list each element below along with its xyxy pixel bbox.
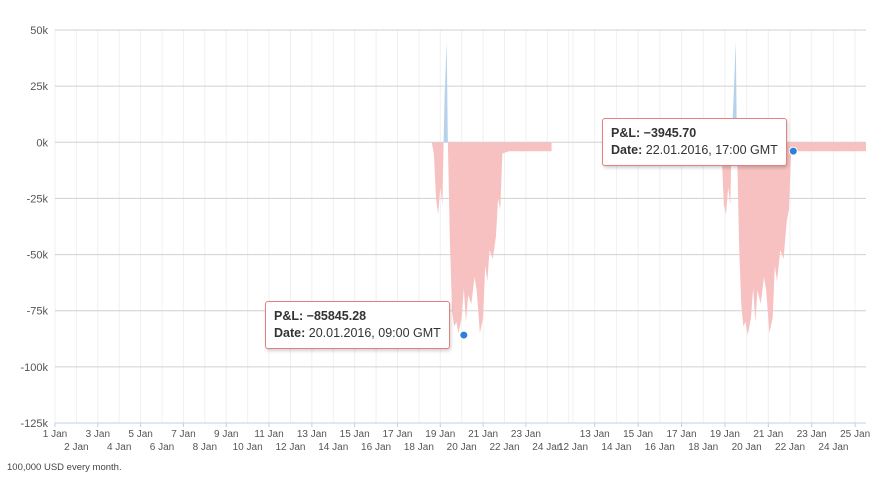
x-tick-label-top-0-2: 5 Jan (128, 429, 152, 440)
x-tick-label-bottom-1-4: 20 Jan (732, 442, 762, 453)
chart-areas (431, 41, 866, 336)
x-tick-label-top-1-6: 25 Jan (840, 429, 870, 440)
chart-footnote: 100,000 USD every month. (7, 462, 122, 473)
y-tick-label-6: -100k (20, 362, 48, 374)
y-tick-label-5: -75k (27, 306, 49, 318)
tooltip-pl-value: −3945.70 (643, 126, 697, 140)
y-tick-label-3: -25k (27, 193, 49, 205)
y-tick-label-2: 0k (36, 137, 48, 149)
x-tick-label-bottom-1-5: 22 Jan (775, 442, 805, 453)
x-tick-label-bottom-1-0: 12 Jan (558, 442, 588, 453)
x-tick-label-top-1-2: 17 Jan (667, 429, 697, 440)
x-tick-label-top-0-9: 19 Jan (425, 429, 455, 440)
x-tick-label-bottom-0-6: 14 Jan (318, 442, 348, 453)
x-tick-label-top-0-8: 17 Jan (382, 429, 412, 440)
tooltip-pl-value: −85845.28 (306, 309, 367, 323)
pnl-area-negative-1 (718, 142, 866, 336)
x-tick-label-top-0-4: 9 Jan (214, 429, 238, 440)
x-tick-label-top-0-7: 15 Jan (340, 429, 370, 440)
x-tick-label-top-0-1: 3 Jan (86, 429, 110, 440)
x-tick-label-bottom-0-4: 10 Jan (233, 442, 263, 453)
x-tick-label-bottom-0-2: 6 Jan (150, 442, 174, 453)
x-tick-label-bottom-0-5: 12 Jan (275, 442, 305, 453)
x-tick-label-top-1-4: 21 Jan (753, 429, 783, 440)
data-point-marker-1[interactable] (788, 146, 798, 156)
x-tick-label-top-0-6: 13 Jan (297, 429, 327, 440)
tooltip-pl-row: P&L: −3945.70 (611, 125, 778, 142)
x-tick-label-top-1-3: 19 Jan (710, 429, 740, 440)
x-tick-label-bottom-0-9: 20 Jan (447, 442, 477, 453)
tooltip-date-value: 22.01.2016, 17:00 GMT (645, 143, 778, 157)
tooltip-pl-row: P&L: −85845.28 (274, 308, 441, 325)
x-tick-label-top-1-0: 13 Jan (580, 429, 610, 440)
y-tick-label-7: -125k (20, 418, 48, 430)
x-tick-label-top-0-3: 7 Jan (171, 429, 195, 440)
x-tick-label-top-1-5: 23 Jan (797, 429, 827, 440)
tooltip-left: P&L: −85845.28 Date: 20.01.2016, 09:00 G… (265, 301, 450, 349)
tooltip-date-label: Date: (611, 143, 643, 157)
tooltip-date-label: Date: (274, 326, 306, 340)
tooltip-date-value: 20.01.2016, 09:00 GMT (308, 326, 441, 340)
pnl-area-negative-0 (431, 142, 552, 334)
y-tick-label-0: 50k (30, 25, 48, 37)
tooltip-pl-label: P&L: (611, 126, 641, 140)
x-tick-label-bottom-1-3: 18 Jan (688, 442, 718, 453)
pnl-area-positive-0 (443, 41, 448, 143)
x-tick-label-bottom-0-3: 8 Jan (193, 442, 217, 453)
x-tick-label-top-0-0: 1 Jan (43, 429, 67, 440)
pnl-area-positive-1 (731, 41, 737, 143)
tooltip-date-row: Date: 20.01.2016, 09:00 GMT (274, 325, 441, 342)
x-tick-label-top-0-10: 21 Jan (468, 429, 498, 440)
data-point-marker-0[interactable] (459, 330, 469, 340)
x-tick-label-top-0-5: 11 Jan (254, 429, 283, 440)
y-tick-label-1: 25k (30, 81, 48, 93)
tooltip-date-row: Date: 22.01.2016, 17:00 GMT (611, 142, 778, 159)
x-tick-label-bottom-0-7: 16 Jan (361, 442, 391, 453)
x-tick-label-top-0-11: 23 Jan (511, 429, 541, 440)
tooltip-right: P&L: −3945.70 Date: 22.01.2016, 17:00 GM… (602, 118, 787, 166)
x-tick-label-bottom-0-8: 18 Jan (404, 442, 434, 453)
y-tick-label-4: -50k (27, 250, 49, 262)
x-tick-label-bottom-0-10: 22 Jan (489, 442, 519, 453)
x-tick-label-bottom-0-0: 2 Jan (64, 442, 88, 453)
x-tick-label-bottom-1-6: 24 Jan (818, 442, 848, 453)
x-tick-label-bottom-0-1: 4 Jan (107, 442, 131, 453)
tooltip-pl-label: P&L: (274, 309, 304, 323)
x-tick-label-bottom-1-2: 16 Jan (645, 442, 675, 453)
chart-markers (459, 146, 798, 340)
x-tick-label-bottom-1-1: 14 Jan (601, 442, 631, 453)
x-tick-label-bottom-0-11: 24 Jan (532, 442, 562, 453)
x-tick-label-top-1-1: 15 Jan (623, 429, 653, 440)
